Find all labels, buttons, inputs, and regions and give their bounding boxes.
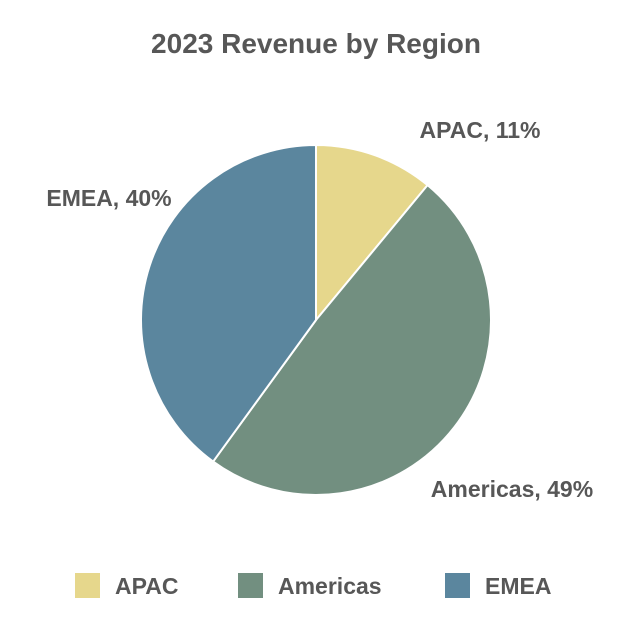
legend-swatch-apac: [75, 573, 100, 598]
pie-slices: [140, 144, 492, 496]
chart-legend: APAC Americas EMEA: [75, 573, 551, 599]
legend-swatch-emea: [445, 573, 470, 598]
pie-slice-apac: [315, 144, 429, 321]
chart-title: 2023 Revenue by Region: [151, 28, 481, 59]
slice-label-apac: APAC, 11%: [419, 117, 540, 143]
pie-slice-americas: [212, 184, 492, 496]
legend-swatch-americas: [238, 573, 263, 598]
slice-label-emea: EMEA, 40%: [46, 185, 171, 211]
legend-label-americas: Americas: [278, 573, 382, 599]
legend-label-emea: EMEA: [485, 573, 551, 599]
slice-label-americas: Americas, 49%: [431, 476, 593, 502]
pie-slice-emea: [140, 144, 317, 463]
legend-label-apac: APAC: [115, 573, 178, 599]
